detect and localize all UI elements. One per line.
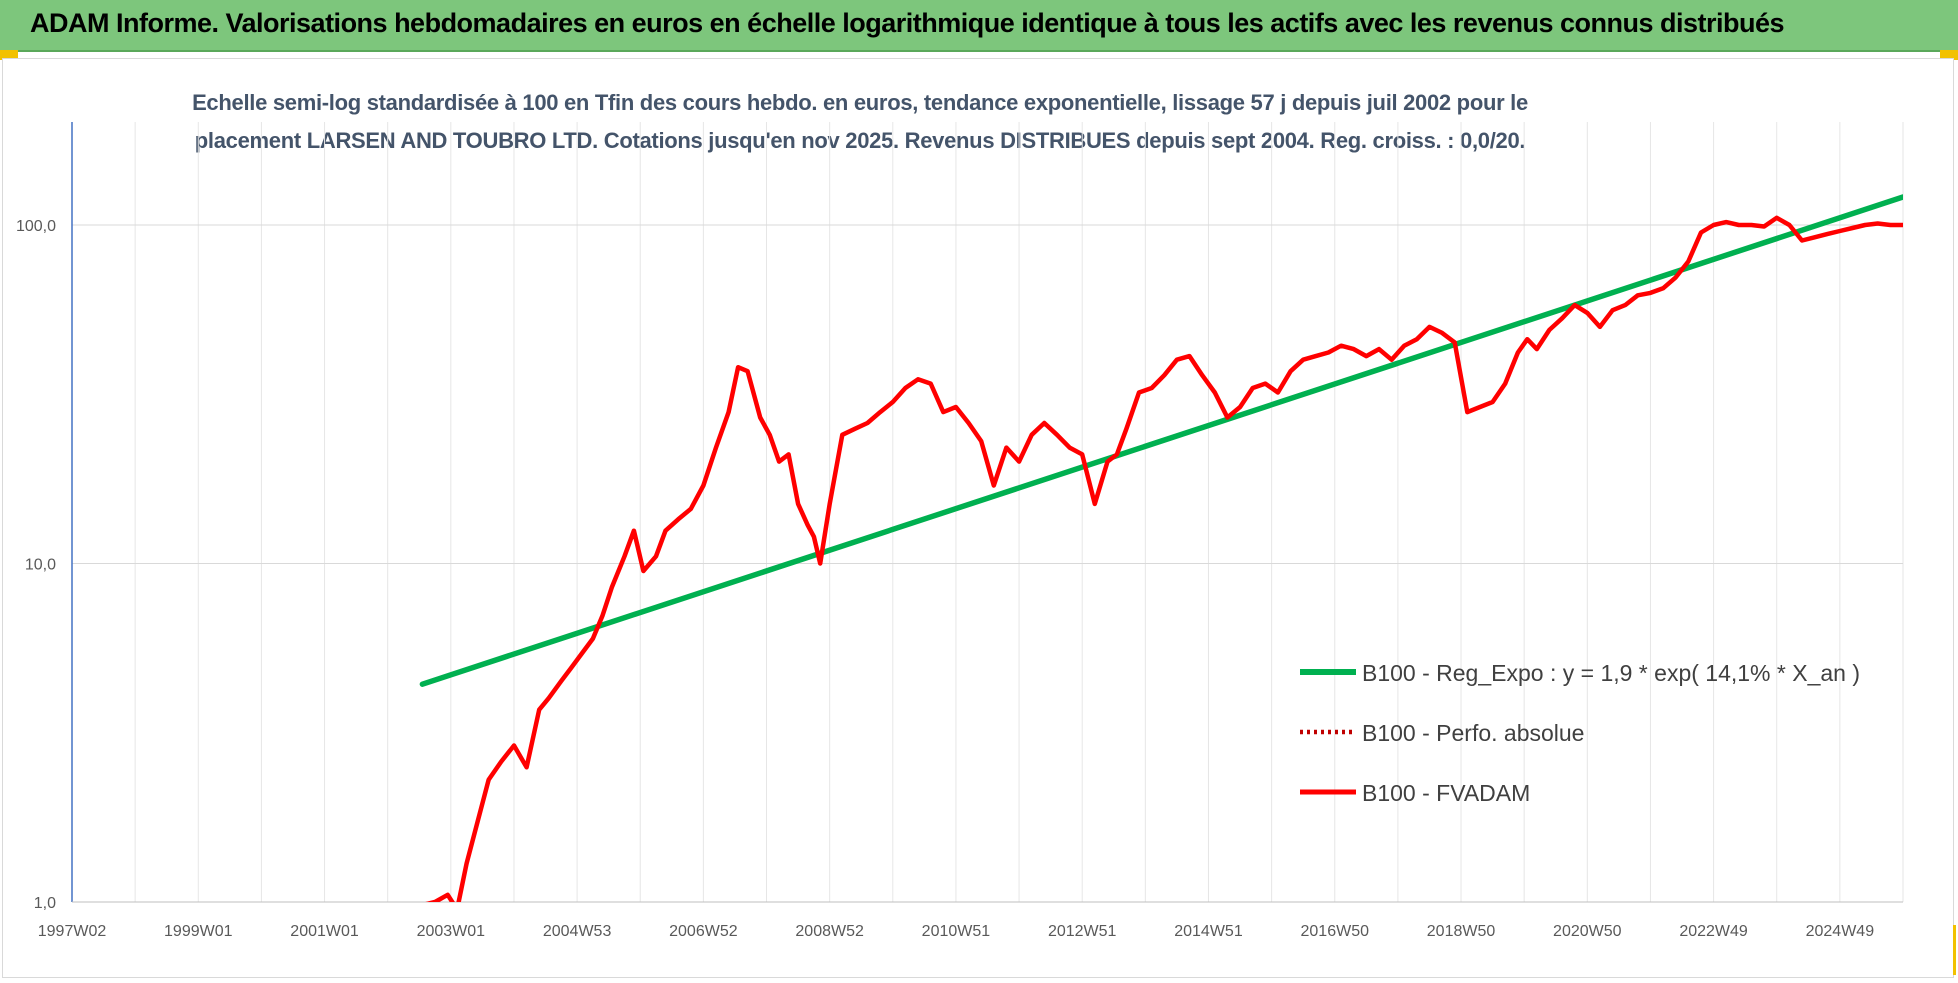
x-tick-label: 2012W51 (1048, 923, 1117, 940)
right-edge-accent (1953, 925, 1956, 975)
legend-label-0: B100 - Reg_Expo : y = 1,9 * exp( 14,1% *… (1362, 660, 1860, 686)
y-tick-labels: 1,0 10,0 100,0 (16, 218, 56, 912)
x-tick-label: 2014W51 (1174, 923, 1243, 940)
banner-title: ADAM Informe. Valorisations hebdomadaire… (30, 8, 1785, 38)
header-banner: ADAM Informe. Valorisations hebdomadaire… (0, 0, 1958, 52)
legend: B100 - Reg_Expo : y = 1,9 * exp( 14,1% *… (1300, 660, 1860, 806)
vertical-gridlines (71, 122, 1904, 902)
x-tick-labels: 1997W02 1999W01 2001W01 2003W01 2004W53 2006W… (38, 923, 1874, 940)
x-tick-label: 2006W52 (669, 923, 738, 940)
x-tick-label: 2010W51 (922, 923, 991, 940)
x-tick-label: 2020W50 (1553, 923, 1622, 940)
y-tick-label: 10,0 (25, 557, 56, 574)
x-tick-label: 2001W01 (290, 923, 359, 940)
corner-accent-right (1940, 50, 1958, 60)
corner-accent-left (0, 50, 18, 60)
series-line-0 (419, 194, 1903, 687)
series-line-2 (425, 215, 1903, 902)
chart-frame (2, 58, 1954, 978)
x-tick-label: 2016W50 (1301, 923, 1370, 940)
legend-label-1: B100 - Perfo. absolue (1362, 720, 1584, 746)
chart-title-line-2: placement LARSEN AND TOUBRO LTD. Cotatio… (194, 128, 1526, 153)
y-tick-label: 1,0 (34, 895, 56, 912)
x-tick-label: 2018W50 (1427, 923, 1496, 940)
horizontal-gridlines (72, 224, 1903, 903)
x-tick-label: 2008W52 (795, 923, 864, 940)
x-tick-label: 2022W49 (1679, 923, 1748, 940)
x-tick-label: 2003W01 (417, 923, 486, 940)
series-layer (419, 194, 1903, 902)
chart-title-line-1: Echelle semi-log standardisée à 100 en T… (192, 90, 1528, 115)
x-tick-label: 1997W02 (38, 923, 107, 940)
x-tick-label: 1999W01 (164, 923, 233, 940)
x-tick-label: 2004W53 (543, 923, 612, 940)
x-tick-label: 2024W49 (1806, 923, 1875, 940)
chart-title: Echelle semi-log standardisée à 100 en T… (160, 84, 1560, 160)
legend-label-2: B100 - FVADAM (1362, 780, 1530, 806)
y-tick-label: 100,0 (16, 218, 56, 235)
